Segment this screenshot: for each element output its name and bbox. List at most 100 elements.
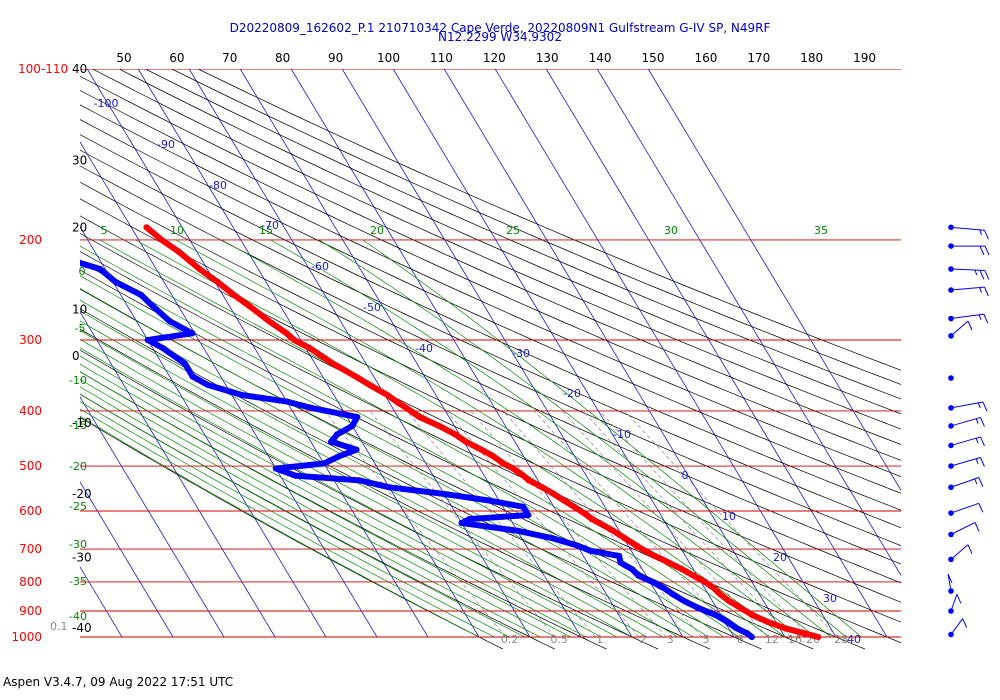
- wind-barb-staff: [950, 477, 980, 488]
- left-scale-label: -40: [72, 621, 92, 635]
- wind-barb-staff: [950, 286, 985, 291]
- sounding-profiles: [22, 218, 822, 641]
- wind-barb-flag: [979, 436, 985, 447]
- dewpoint-point: [46, 250, 52, 256]
- dry-adiabat-line: [80, 134, 901, 511]
- dewpoint-point: [57, 254, 63, 260]
- isotherm-label: -100: [94, 97, 119, 110]
- dewpoint-point: [50, 252, 56, 258]
- wind-barb-flag: [975, 458, 979, 464]
- wind-barb-staff: [950, 544, 969, 560]
- wind-barb-staff: [950, 502, 980, 514]
- isotherm-line: [86, 69, 429, 638]
- dewpoint-point: [69, 257, 75, 263]
- wind-barb-flag: [974, 269, 978, 276]
- dewpoint-point: [41, 249, 47, 255]
- isotherm-label: -20: [563, 387, 581, 400]
- moist-adiabat-line: [221, 239, 816, 638]
- top-temp-label: 170: [747, 51, 770, 65]
- isotherm-label: -50: [363, 301, 381, 314]
- wind-barb-flag: [978, 503, 984, 513]
- chart-title-line2: N12.2299 W34.9302: [438, 30, 562, 44]
- left-scale-label: 30: [72, 154, 87, 168]
- isotherm-label: 10: [722, 510, 736, 523]
- top-temp-label: 190: [853, 51, 876, 65]
- theta-e-label: 35: [814, 224, 828, 237]
- pressure-label: 900: [19, 604, 42, 618]
- top-temp-label: 60: [169, 51, 184, 65]
- pressure-label: 800: [19, 575, 42, 589]
- wind-barb-flag: [978, 477, 984, 487]
- wind-barb-staff: [950, 268, 985, 272]
- wind-barb-flag: [979, 229, 983, 236]
- dry-adiabat-line: [118, 69, 901, 415]
- moist-adiabat-line: [80, 330, 648, 638]
- wind-barb-flag: [982, 401, 988, 412]
- dry-adiabat-line: [80, 198, 901, 584]
- theta-e-label: 25: [506, 224, 520, 237]
- mixing-ratio-label: 2: [640, 633, 647, 646]
- dewpoint-point: [26, 224, 32, 230]
- isotherm-line: [0, 69, 20, 637]
- grid-lines: [0, 69, 901, 650]
- wind-barb-flag: [967, 544, 973, 554]
- mixing-ratio-label: 5: [702, 633, 709, 646]
- moist-adiabat-line: [80, 310, 679, 638]
- mixing-ratio-line: [534, 410, 737, 638]
- dry-adiabat-line: [80, 149, 901, 529]
- mixing-ratio-label: 28: [834, 633, 848, 646]
- isotherm-label: 0: [682, 469, 689, 482]
- wind-barb-flag: [984, 230, 989, 240]
- top-temp-label: 50: [116, 51, 131, 65]
- mixing-ratio-label: 1: [596, 633, 603, 646]
- mixing-ratio-label: 0.1: [50, 620, 68, 633]
- isotherm-line: [596, 69, 901, 577]
- moist-adiabat-line: [80, 338, 633, 638]
- wind-barbs: [947, 224, 990, 638]
- isotherm-label: -80: [209, 179, 227, 192]
- dry-adiabat-line: [198, 69, 901, 371]
- wind-barb-flag: [977, 402, 981, 409]
- top-temp-label: 130: [536, 51, 559, 65]
- isotherm-line: [80, 141, 378, 638]
- wind-barb-dot: [948, 442, 954, 449]
- dewpoint-point: [71, 258, 77, 264]
- mixing-ratio-label: 8: [737, 633, 744, 646]
- isotherm-line: [80, 396, 225, 638]
- dry-adiabat-line: [80, 417, 504, 650]
- dry-adiabat-line: [80, 393, 555, 650]
- dewpoint-point: [748, 633, 755, 641]
- theta-e-label: 0: [79, 265, 86, 278]
- isotherm-line: [392, 69, 735, 638]
- top-temp-label: 90: [328, 51, 343, 65]
- isotherm-line: [80, 311, 276, 638]
- isotherm-label: -30: [512, 347, 530, 360]
- moist-adiabat-line: [80, 363, 587, 638]
- wind-barb-flag: [967, 320, 973, 331]
- isotherm-line: [188, 69, 531, 638]
- theta-e-label: 15: [259, 224, 273, 237]
- wind-barb-staff: [950, 436, 981, 446]
- left-scale-label: -30: [72, 551, 92, 565]
- dry-adiabat-line: [80, 251, 901, 644]
- dewpoint-point: [53, 252, 59, 258]
- dewpoint-point: [22, 218, 28, 224]
- pressure-label: 100-110: [18, 62, 68, 76]
- wind-barb-staff: [950, 416, 981, 427]
- moist-adiabat-line: [80, 393, 526, 638]
- wind-barb-dot: [948, 315, 954, 322]
- pressure-label: 700: [19, 542, 42, 556]
- left-scale-label: 10: [72, 302, 87, 316]
- pressure-label: 200: [19, 233, 42, 247]
- wind-barb-flag: [984, 270, 990, 280]
- top-temp-label: 150: [642, 51, 665, 65]
- theta-e-label: -40: [69, 610, 87, 623]
- wind-barb-dot: [948, 484, 954, 491]
- wind-barb-staff: [950, 522, 976, 535]
- dewpoint-point: [27, 226, 33, 232]
- dry-adiabat-line: [80, 119, 901, 494]
- wind-barb-flag: [984, 286, 989, 297]
- temperature-point: [815, 633, 822, 641]
- wind-barb-flag: [979, 457, 985, 467]
